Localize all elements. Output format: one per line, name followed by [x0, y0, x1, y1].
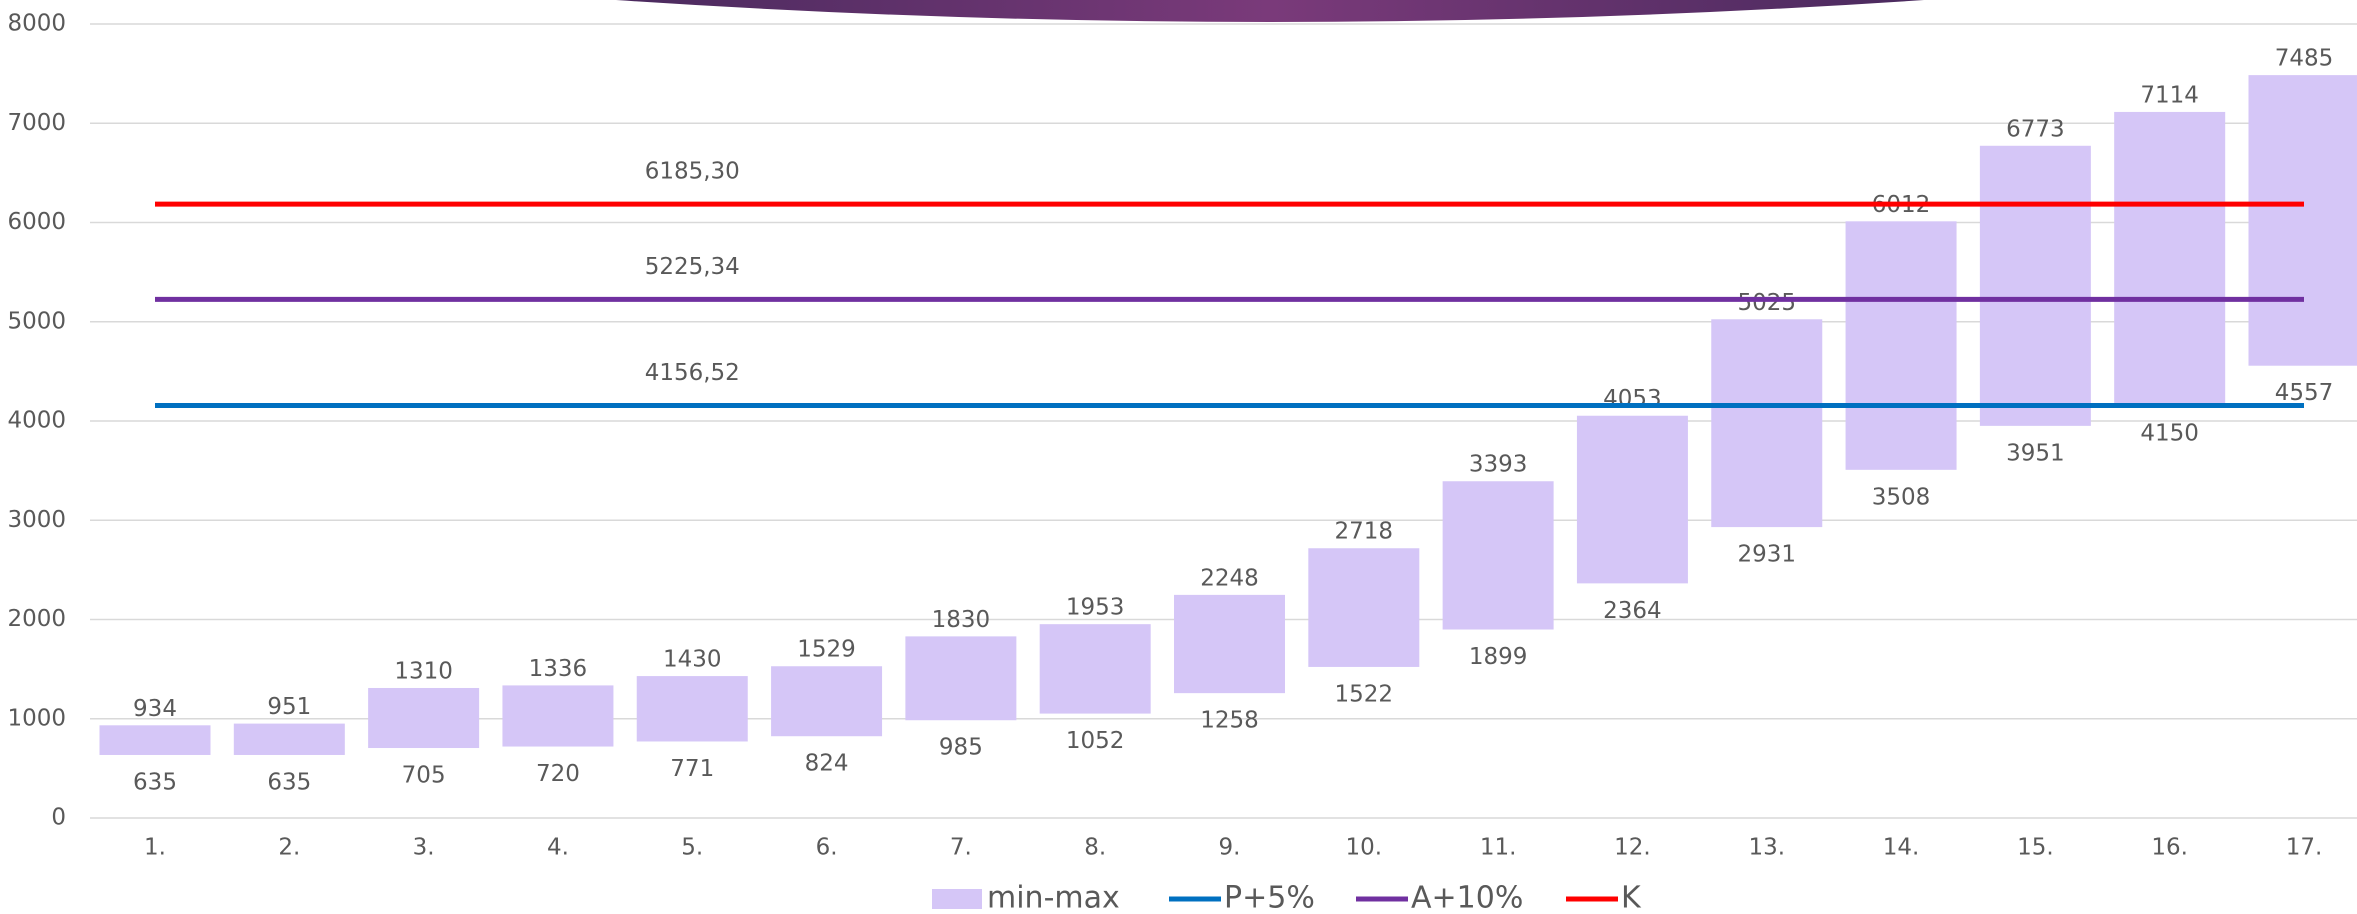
max-label: 3393	[1469, 452, 1528, 478]
x-tick-label: 5.	[681, 835, 703, 861]
min-label: 771	[670, 756, 714, 782]
min-label: 3951	[2006, 440, 2065, 466]
min-label: 1258	[1200, 708, 1259, 734]
min-label: 824	[805, 751, 849, 777]
max-label: 1529	[797, 637, 856, 663]
max-label: 6773	[2006, 116, 2065, 142]
x-tick-label: 13.	[1748, 835, 1785, 861]
min-label: 1052	[1066, 728, 1125, 754]
max-label: 2718	[1335, 519, 1394, 545]
bar	[1308, 548, 1420, 667]
y-tick-label: 8000	[7, 11, 66, 37]
max-label: 7485	[2275, 46, 2334, 72]
header-decoration	[616, 0, 1924, 22]
legend-label: K	[1621, 881, 1642, 914]
min-label: 3508	[1872, 484, 1931, 510]
legend-label: P+5%	[1224, 881, 1315, 914]
bar	[2248, 75, 2357, 366]
y-tick-label: 4000	[7, 408, 66, 434]
x-tick-label: 14.	[1883, 835, 1920, 861]
bar	[2114, 111, 2226, 407]
x-tick-label: 4.	[547, 835, 569, 861]
y-tick-label: 6000	[7, 209, 66, 235]
bar	[905, 636, 1017, 721]
x-tick-label: 10.	[1346, 835, 1383, 861]
y-tick-label: 2000	[7, 606, 66, 632]
y-tick-label: 3000	[7, 507, 66, 533]
max-label: 1430	[663, 647, 722, 673]
x-tick-label: 2.	[278, 835, 300, 861]
bar	[502, 685, 614, 747]
bar	[1845, 221, 1957, 470]
max-label: 1830	[932, 607, 991, 633]
min-label: 635	[267, 769, 311, 795]
min-label: 1899	[1469, 644, 1528, 670]
min-label: 4557	[2275, 380, 2334, 406]
legend-swatch	[932, 889, 982, 909]
bar	[1711, 319, 1823, 528]
x-tick-label: 12.	[1614, 835, 1651, 861]
x-tick-label: 1.	[144, 835, 166, 861]
y-tick-label: 7000	[7, 110, 66, 136]
reference-label: 6185,30	[645, 159, 740, 185]
bar	[1039, 624, 1151, 714]
min-label: 1522	[1335, 681, 1394, 707]
min-label: 635	[133, 769, 177, 795]
x-tick-label: 7.	[950, 835, 972, 861]
x-tick-label: 15.	[2017, 835, 2054, 861]
x-tick-label: 16.	[2151, 835, 2188, 861]
legend-label: min-max	[987, 881, 1120, 914]
min-label: 2364	[1603, 598, 1662, 624]
bar	[1576, 415, 1688, 584]
legend-label: A+10%	[1411, 881, 1523, 914]
bar	[368, 687, 480, 749]
max-label: 951	[267, 694, 311, 720]
y-tick-label: 5000	[7, 308, 66, 334]
bar	[233, 723, 345, 755]
max-label: 5025	[1737, 290, 1796, 316]
max-label: 7114	[2140, 82, 2199, 108]
max-label: 1953	[1066, 595, 1125, 621]
min-label: 4150	[2140, 421, 2199, 447]
bar	[636, 676, 748, 742]
min-label: 985	[939, 735, 983, 761]
reference-label: 4156,52	[645, 360, 740, 386]
x-tick-label: 3.	[413, 835, 435, 861]
bar	[99, 725, 211, 755]
bar	[771, 666, 883, 737]
x-tick-label: 17.	[2286, 835, 2323, 861]
y-tick-label: 1000	[7, 705, 66, 731]
x-tick-label: 11.	[1480, 835, 1517, 861]
x-tick-label: 9.	[1219, 835, 1241, 861]
reference-label: 5225,34	[645, 254, 740, 280]
x-tick-label: 8.	[1084, 835, 1106, 861]
x-tick-label: 6.	[816, 835, 838, 861]
bar	[1174, 594, 1285, 694]
y-tick-label: 0	[51, 805, 66, 831]
max-label: 2248	[1200, 565, 1259, 591]
bar	[1979, 145, 2091, 426]
bar	[1442, 481, 1554, 630]
max-label: 934	[133, 696, 177, 722]
min-label: 2931	[1737, 542, 1796, 568]
min-label: 705	[402, 763, 446, 789]
max-label: 1336	[529, 656, 588, 682]
max-label: 4053	[1603, 386, 1662, 412]
max-label: 1310	[394, 658, 453, 684]
min-label: 720	[536, 761, 580, 787]
